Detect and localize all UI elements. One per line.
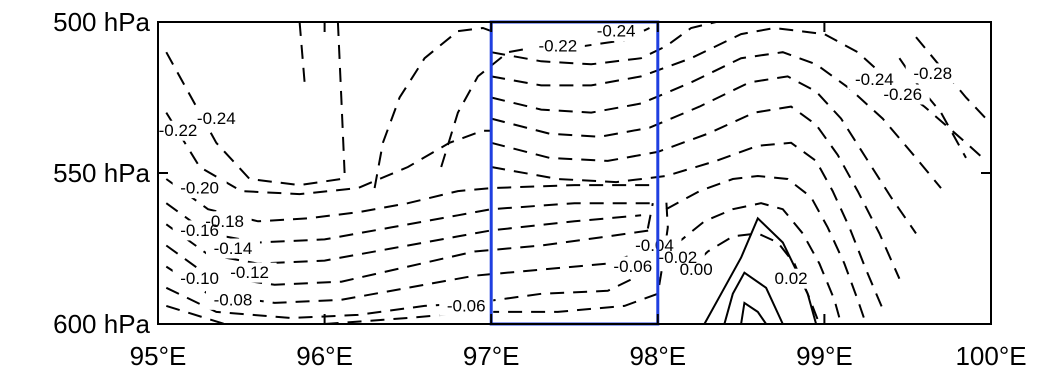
plot-frame xyxy=(157,21,992,325)
contour-label-3: -0.22 xyxy=(159,121,198,140)
x-tick-label-5: 100°E xyxy=(955,341,1026,371)
contour-label-backgrounds xyxy=(150,21,960,316)
contour-label-2: -0.24 xyxy=(197,109,236,128)
contour-label-4: -0.20 xyxy=(180,179,219,198)
contour-label-bg-17 xyxy=(847,69,902,90)
contour-label-5: -0.18 xyxy=(205,212,244,231)
highlight-box xyxy=(489,20,660,326)
contour-label-15: 0.00 xyxy=(680,260,713,279)
contour-label-7: -0.14 xyxy=(214,239,253,258)
contour-line-3 xyxy=(165,202,658,244)
y-tick-label-2: 600 hPa xyxy=(53,309,150,339)
contour-line-0 xyxy=(165,51,342,187)
contour-label-11: -0.06 xyxy=(447,296,486,315)
contour-line-15 xyxy=(491,26,984,159)
contour-line-23 xyxy=(703,216,818,325)
contour-label-bg-15 xyxy=(674,259,719,280)
y-tick-label-1: 550 hPa xyxy=(53,158,150,188)
contour-label-bg-9 xyxy=(172,268,227,289)
contour-label-bg-8 xyxy=(222,262,277,283)
contour-line-16 xyxy=(490,51,942,189)
contour-label-9: -0.10 xyxy=(180,269,219,288)
contour-label-18: -0.26 xyxy=(883,85,922,104)
contour-label-bg-4 xyxy=(172,178,227,199)
x-tick-label-1: 96°E xyxy=(296,341,353,371)
contour-lines xyxy=(165,21,987,325)
contour-label-8: -0.12 xyxy=(230,263,269,282)
axis-tick-labels: 95°E 96°E 97°E 98°E 99°E 100°E 500 hPa 550 hPa 6… xyxy=(53,7,1026,371)
contour-label-bg-1 xyxy=(530,36,585,57)
contour-label-bg-7 xyxy=(205,238,260,259)
contour-line-11 xyxy=(336,21,346,174)
contour-label-bg-16 xyxy=(769,268,814,289)
contour-label-bg-19 xyxy=(905,63,960,84)
contour-label-bg-12 xyxy=(605,256,660,277)
contour-line-12 xyxy=(373,26,492,189)
contour-line-19 xyxy=(491,141,884,310)
y-tick-label-0: 500 hPa xyxy=(53,7,150,37)
x-tick-label-0: 95°E xyxy=(130,341,187,371)
contour-line-4 xyxy=(165,214,642,265)
contour-label-16: 0.02 xyxy=(775,269,808,288)
contour-line-25 xyxy=(740,301,767,325)
contour-label-10: -0.08 xyxy=(214,290,253,309)
contour-label-6: -0.16 xyxy=(180,221,219,240)
contour-line-24 xyxy=(723,271,784,325)
contour-label-bg-11 xyxy=(439,295,494,316)
x-tick-label-3: 98°E xyxy=(629,341,686,371)
x-tick-label-2: 97°E xyxy=(463,341,520,371)
contour-label-1: -0.22 xyxy=(538,37,577,56)
contour-label-14: -0.02 xyxy=(658,248,697,267)
contour-labels: -0.24-0.22-0.24-0.22-0.20-0.18-0.16-0.14… xyxy=(159,22,952,316)
contour-line-10 xyxy=(298,21,306,83)
contour-line-20 xyxy=(665,174,867,325)
contour-label-bg-6 xyxy=(172,220,227,241)
contour-label-0: -0.24 xyxy=(597,22,636,41)
contour-label-bg-18 xyxy=(875,84,930,105)
contour-line-14 xyxy=(491,21,717,66)
contour-label-17: -0.24 xyxy=(855,70,894,89)
contour-label-bg-10 xyxy=(205,289,260,310)
contour-line-17 xyxy=(490,75,917,234)
contour-label-12: -0.06 xyxy=(613,257,652,276)
contour-label-13: -0.04 xyxy=(635,236,674,255)
contour-label-bg-0 xyxy=(589,21,644,42)
contour-label-19: -0.28 xyxy=(913,64,952,83)
axis-ticks xyxy=(157,21,992,325)
x-tick-label-4: 99°E xyxy=(796,341,853,371)
contour-line-21 xyxy=(673,202,843,325)
contour-line-1 xyxy=(165,112,492,196)
contour-label-bg-3 xyxy=(150,120,205,141)
